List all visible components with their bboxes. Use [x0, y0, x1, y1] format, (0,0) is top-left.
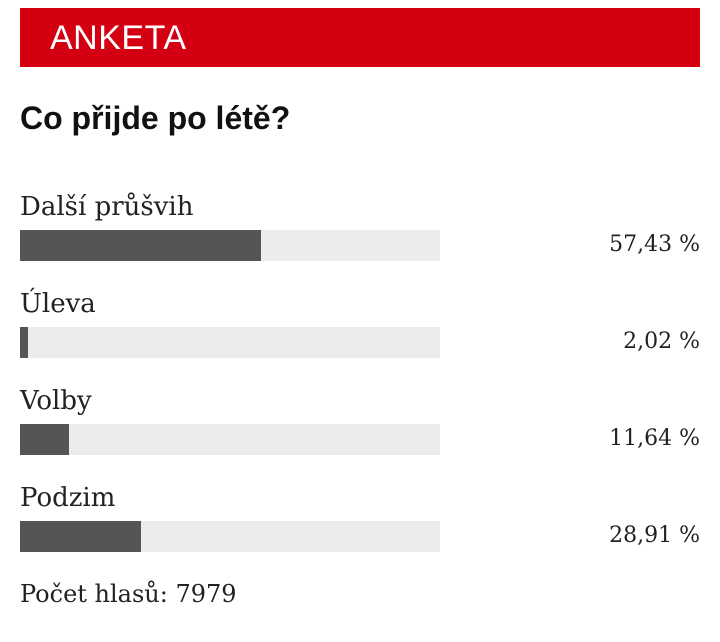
- vote-count-label: Počet hlasů:: [20, 580, 168, 608]
- header-bar: ANKETA: [20, 8, 700, 67]
- bar-track: [20, 230, 440, 261]
- bar-track: [20, 424, 440, 455]
- option-label: Úleva: [20, 289, 96, 319]
- percent-label: 28,91 %: [609, 523, 700, 548]
- vote-count: Počet hlasů: 7979: [20, 580, 237, 608]
- percent-label: 11,64 %: [609, 426, 700, 451]
- bar: [20, 230, 262, 261]
- bar: [20, 424, 69, 455]
- bar-track: [20, 327, 440, 358]
- bar: [20, 327, 29, 358]
- bar-track: [20, 521, 440, 552]
- header-title: ANKETA: [50, 19, 187, 57]
- percent-label: 57,43 %: [609, 232, 700, 257]
- option-label: Další průšvih: [20, 192, 194, 222]
- option-label: Podzim: [20, 483, 116, 513]
- poll-question: Co přijde po létě?: [20, 100, 291, 136]
- bar: [20, 521, 142, 552]
- vote-count-value: 7979: [175, 580, 237, 608]
- percent-label: 2,02 %: [623, 329, 700, 354]
- option-label: Volby: [20, 386, 92, 416]
